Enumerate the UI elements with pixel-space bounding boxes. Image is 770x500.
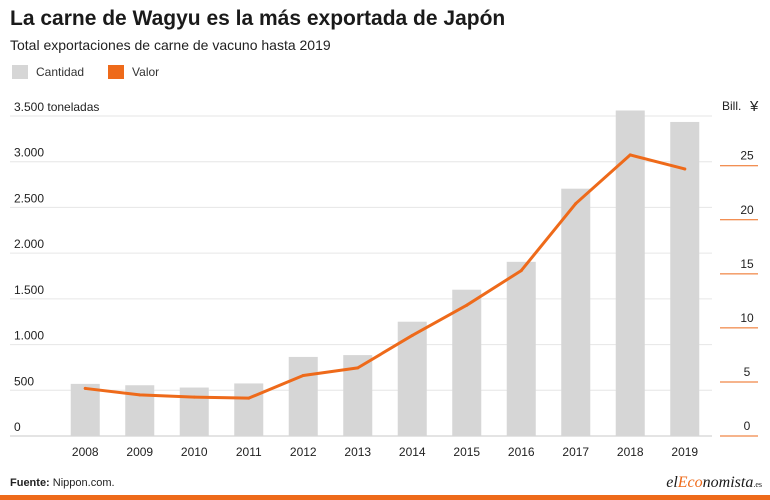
series-line-valor: [83, 153, 687, 400]
y-left-tick-label: 1.500: [14, 283, 44, 297]
source-note: Fuente: Nippon.com.: [10, 477, 115, 489]
bar: [397, 321, 427, 436]
brand-part-1: el: [666, 474, 678, 491]
brand-part-2: Eco: [677, 474, 703, 491]
x-tick-label: 2019: [671, 445, 698, 459]
x-tick-label: 2011: [236, 445, 262, 459]
brand-part-4: .es: [753, 480, 762, 489]
line-point: [356, 366, 360, 370]
line-point: [628, 153, 632, 157]
y-right-tick-label: 20: [740, 203, 754, 217]
line-point: [138, 393, 142, 397]
y-right-tick-label: 0: [744, 419, 751, 433]
line-point: [83, 386, 87, 390]
y-left-tick-label: 3.000: [14, 146, 44, 160]
y-left-tick-label: 3.500 toneladas: [14, 100, 99, 114]
x-tick-label: 2015: [453, 445, 480, 459]
line-point: [683, 167, 687, 171]
y-left-tick-label: 1.000: [14, 329, 44, 343]
legend: Cantidad Valor: [12, 64, 183, 80]
x-tick-label: 2017: [562, 445, 589, 459]
bar: [288, 356, 318, 436]
chart-plot: 0 500 1.000 1.500 2.000 2.500 3.000 3.500 tonel…: [10, 98, 759, 459]
y-right-unit-symbol: ¥: [749, 98, 759, 115]
y-left-tick-label: 2.000: [14, 237, 44, 251]
x-tick-label: 2012: [290, 445, 317, 459]
bar: [234, 383, 264, 436]
x-tick-label: 2014: [399, 445, 426, 459]
y-right-unit-label: Bill.: [722, 99, 741, 113]
brand-logo: elEconomista.es: [666, 474, 762, 492]
line-point: [192, 395, 196, 399]
y-left-tick-label: 2.500: [14, 191, 44, 205]
brand-bar: [0, 495, 770, 500]
line-point: [465, 303, 469, 307]
bar: [615, 110, 645, 436]
legend-swatch-valor: [108, 65, 125, 79]
legend-item-cantidad: Cantidad: [12, 65, 84, 79]
x-tick-label: 2018: [617, 445, 644, 459]
bar: [179, 387, 209, 436]
bar: [506, 261, 536, 436]
x-tick-label: 2009: [126, 445, 153, 459]
x-tick-label: 2008: [72, 445, 99, 459]
source-label: Fuente:: [10, 477, 50, 489]
y-right-tick-label: 10: [740, 311, 754, 325]
brand-part-3: nomista: [702, 474, 754, 491]
bar: [670, 121, 700, 436]
legend-swatch-cantidad: [12, 65, 28, 79]
y-right-tick-label: 15: [740, 257, 754, 271]
bar: [561, 188, 591, 436]
source-text: Nippon.com.: [49, 477, 115, 489]
legend-item-valor: Valor: [108, 65, 159, 79]
x-tick-label: 2016: [508, 445, 535, 459]
x-tick-label: 2010: [181, 445, 208, 459]
chart-subtitle: Total exportaciones de carne de vacuno h…: [10, 37, 331, 53]
line-point: [247, 396, 251, 400]
bar: [452, 289, 482, 436]
bar: [70, 383, 100, 436]
y-right-tick-label: 25: [740, 149, 754, 163]
line-point: [574, 202, 578, 206]
y-left-tick-label: 500: [14, 374, 34, 388]
chart-title: La carne de Wagyu es la más exportada de…: [10, 7, 506, 30]
y-right-tick-label: 5: [744, 365, 751, 379]
y-left-tick-label: 0: [14, 420, 21, 434]
line-point: [301, 373, 305, 377]
legend-label-valor: Valor: [132, 65, 160, 79]
line-point: [519, 269, 523, 273]
line-point: [410, 333, 414, 337]
x-tick-label: 2013: [344, 445, 371, 459]
legend-label-cantidad: Cantidad: [36, 65, 85, 79]
